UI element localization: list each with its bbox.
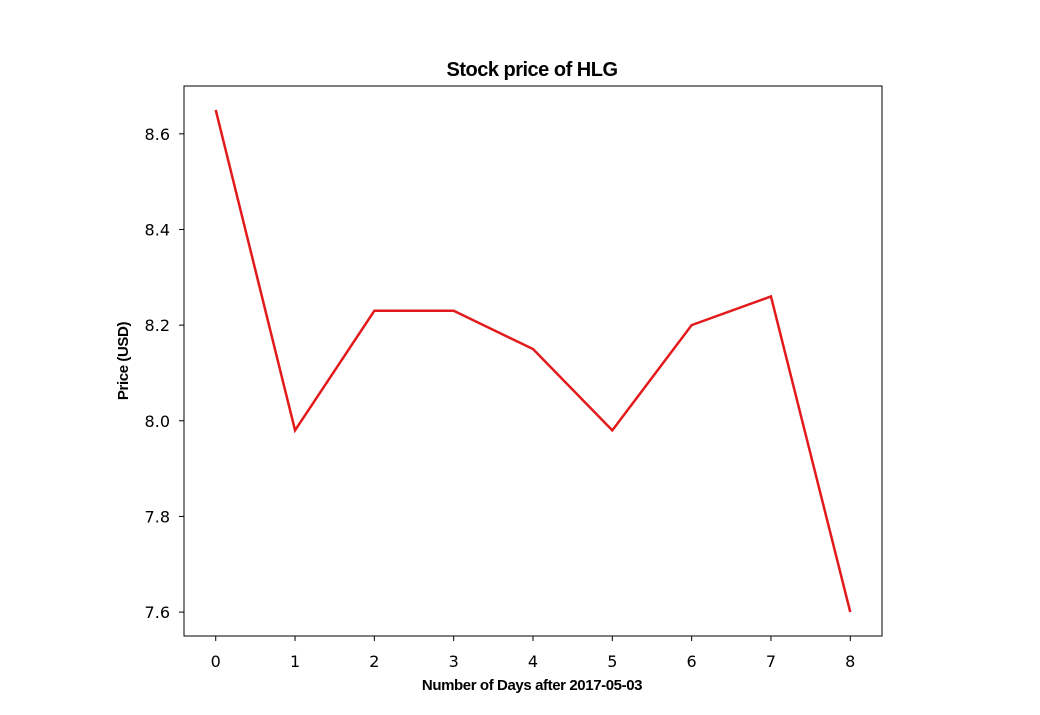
y-tick-label: 8.0 (145, 412, 170, 431)
y-tick-label: 8.6 (145, 125, 170, 144)
y-axis: 7.6 7.8 8.0 8.2 8.4 8.6 (145, 125, 184, 622)
plot-area-frame (183, 85, 883, 637)
x-tick-label: 4 (528, 652, 538, 671)
series-line (214, 109, 852, 613)
chart-title: Stock price of HLG (446, 59, 617, 81)
y-axis-label: Price (USD) (115, 322, 132, 401)
x-axis-label: Number of Days after 2017-05-03 (422, 677, 642, 694)
x-tick-label: 0 (211, 652, 221, 671)
x-tick-label: 2 (369, 652, 379, 671)
y-tick-label: 7.6 (145, 603, 170, 622)
x-tick-label: 1 (290, 652, 300, 671)
y-tick-label: 8.2 (145, 316, 170, 335)
y-tick-label: 8.4 (145, 220, 170, 239)
x-tick-label: 6 (687, 652, 697, 671)
y-tick-label: 7.8 (145, 507, 170, 526)
x-tick-label: 8 (845, 652, 855, 671)
x-tick-label: 7 (766, 652, 776, 671)
x-tick-label: 3 (449, 652, 459, 671)
x-axis: 0 1 2 3 4 5 6 7 8 (211, 636, 855, 671)
series-layer (214, 109, 852, 613)
x-tick-label: 5 (607, 652, 617, 671)
